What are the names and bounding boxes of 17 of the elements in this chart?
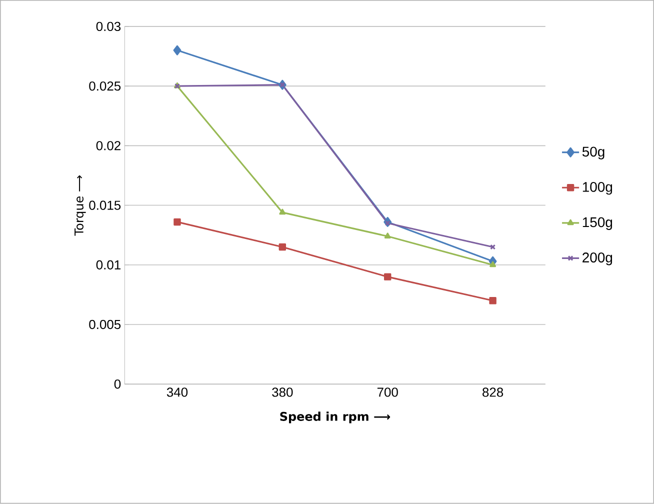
x-tick-label: 700 (377, 388, 398, 397)
y-tick-label: 0.02 (96, 141, 120, 150)
y-tick-label: 0 (114, 380, 121, 389)
y-axis-title: Torque ⟶ (74, 176, 86, 236)
legend-label: 50g (582, 146, 604, 160)
y-tick-label: 0.005 (89, 320, 121, 330)
x-axis-title: Speed in rpm ⟶ (280, 412, 390, 424)
x-tick-label: 380 (272, 388, 293, 397)
y-tick-label: 0.01 (96, 260, 120, 270)
y-tick-label: 0.025 (89, 82, 121, 91)
legend-label: 200g (582, 252, 612, 266)
y-tick-label: 0.03 (96, 22, 121, 32)
y-tick-label: 0.015 (89, 200, 121, 210)
legend-label: 150g (582, 217, 612, 230)
x-tick-label: 828 (482, 388, 504, 397)
legend-label: 100g (582, 182, 612, 195)
x-tick-label: 340 (166, 388, 188, 397)
